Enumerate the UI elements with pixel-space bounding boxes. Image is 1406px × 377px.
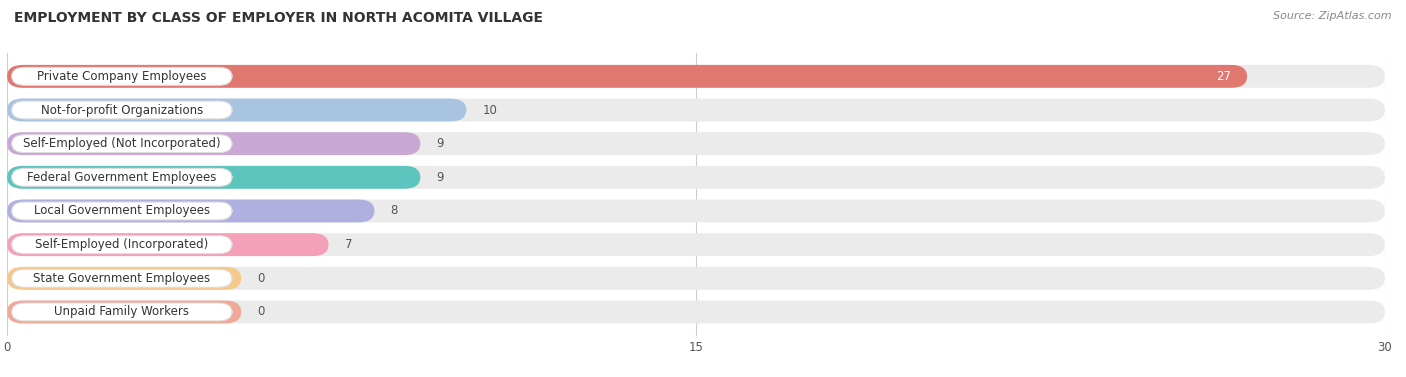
FancyBboxPatch shape xyxy=(11,236,232,254)
FancyBboxPatch shape xyxy=(7,267,242,290)
FancyBboxPatch shape xyxy=(7,199,374,222)
FancyBboxPatch shape xyxy=(7,65,1385,88)
Text: 8: 8 xyxy=(391,204,398,218)
Text: State Government Employees: State Government Employees xyxy=(34,272,211,285)
Text: 9: 9 xyxy=(436,137,444,150)
FancyBboxPatch shape xyxy=(11,270,232,287)
FancyBboxPatch shape xyxy=(7,166,1385,189)
FancyBboxPatch shape xyxy=(11,169,232,186)
FancyBboxPatch shape xyxy=(7,132,420,155)
Text: 9: 9 xyxy=(436,171,444,184)
FancyBboxPatch shape xyxy=(7,98,1385,121)
FancyBboxPatch shape xyxy=(7,233,1385,256)
Text: Federal Government Employees: Federal Government Employees xyxy=(27,171,217,184)
Text: Local Government Employees: Local Government Employees xyxy=(34,204,209,218)
FancyBboxPatch shape xyxy=(11,303,232,321)
FancyBboxPatch shape xyxy=(7,300,1385,323)
Text: EMPLOYMENT BY CLASS OF EMPLOYER IN NORTH ACOMITA VILLAGE: EMPLOYMENT BY CLASS OF EMPLOYER IN NORTH… xyxy=(14,11,543,25)
Text: Unpaid Family Workers: Unpaid Family Workers xyxy=(55,305,190,319)
Text: 10: 10 xyxy=(482,104,498,116)
Text: 7: 7 xyxy=(344,238,352,251)
FancyBboxPatch shape xyxy=(11,67,232,85)
FancyBboxPatch shape xyxy=(11,101,232,119)
FancyBboxPatch shape xyxy=(7,267,1385,290)
FancyBboxPatch shape xyxy=(7,166,420,189)
FancyBboxPatch shape xyxy=(7,300,242,323)
Text: Not-for-profit Organizations: Not-for-profit Organizations xyxy=(41,104,202,116)
FancyBboxPatch shape xyxy=(7,199,1385,222)
Text: Private Company Employees: Private Company Employees xyxy=(37,70,207,83)
Text: 0: 0 xyxy=(257,272,264,285)
FancyBboxPatch shape xyxy=(7,233,329,256)
FancyBboxPatch shape xyxy=(11,202,232,220)
Text: Self-Employed (Not Incorporated): Self-Employed (Not Incorporated) xyxy=(22,137,221,150)
FancyBboxPatch shape xyxy=(7,132,1385,155)
Text: 0: 0 xyxy=(257,305,264,319)
Text: Self-Employed (Incorporated): Self-Employed (Incorporated) xyxy=(35,238,208,251)
Text: Source: ZipAtlas.com: Source: ZipAtlas.com xyxy=(1274,11,1392,21)
Text: 27: 27 xyxy=(1216,70,1232,83)
FancyBboxPatch shape xyxy=(7,65,1247,88)
FancyBboxPatch shape xyxy=(7,98,467,121)
FancyBboxPatch shape xyxy=(11,135,232,153)
